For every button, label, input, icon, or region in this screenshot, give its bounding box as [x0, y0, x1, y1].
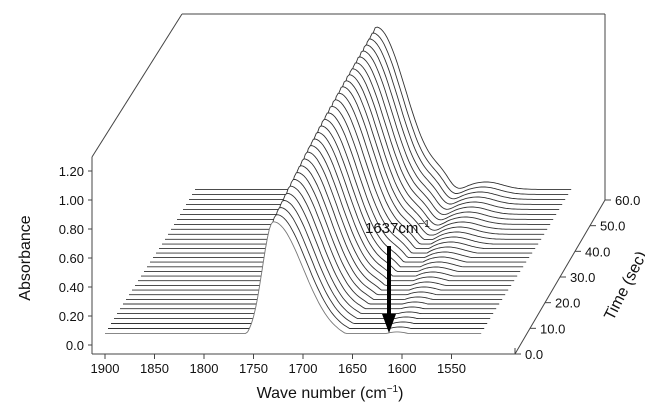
spectrum-trace [144, 131, 521, 272]
y-axis-title: Absorbance [17, 215, 34, 300]
spectrum-trace [138, 145, 515, 282]
peak-annotation: 1637cm−1 [365, 219, 430, 333]
absorbance-ticks: 0.0 0.20 0.40 0.60 0.80 1.00 1.20 [59, 164, 92, 353]
x-axis-title-superscript: −1 [387, 384, 399, 395]
x-tick-label: 1750 [239, 361, 268, 376]
x-tick-label: 1850 [140, 361, 169, 376]
spectrum-trace [183, 50, 560, 210]
spectrum-trace [192, 32, 569, 195]
trace-fill [105, 221, 482, 349]
spectrum-trace [174, 68, 551, 226]
x-tick-label: 1600 [388, 361, 417, 376]
spectra-traces [105, 26, 572, 349]
annotation-label-superscript: −1 [418, 219, 430, 230]
annotation-label-main: 1637cm [365, 220, 418, 237]
spectrum-trace [162, 92, 539, 245]
time-tick-label: 40.0 [585, 244, 610, 259]
time-tick-label: 60.0 [615, 193, 640, 208]
x-tick-label: 1550 [437, 361, 466, 376]
spectrum-trace [177, 62, 554, 221]
frame-left-diagonal [91, 13, 183, 158]
spectrum-trace [156, 105, 533, 254]
spectrum-trace [153, 112, 530, 259]
y-tick-label: 0.0 [66, 338, 84, 353]
y-tick-label: 1.20 [59, 164, 84, 179]
spectrum-trace [117, 192, 494, 315]
spectrum-trace [195, 26, 572, 190]
y-tick-label: 1.00 [59, 193, 84, 208]
x-tick-label: 1900 [91, 361, 120, 376]
y-tick-label: 0.20 [59, 309, 84, 324]
spectrum-trace [189, 38, 566, 200]
spectrum-trace [105, 221, 482, 334]
spectrum-trace [114, 199, 491, 320]
spectrum-trace [186, 44, 563, 205]
spectrum-trace [147, 125, 524, 268]
spectrum-trace [141, 138, 518, 277]
spectrum-trace [132, 158, 509, 291]
spectrum-trace [129, 165, 506, 296]
spectrum-trace [150, 118, 527, 263]
spectrum-trace [123, 178, 500, 305]
x-tick-label: 1700 [289, 361, 318, 376]
annotation-arrow-head [382, 314, 396, 333]
spectrum-trace [171, 74, 548, 231]
spectrum-trace [135, 151, 512, 286]
z-axis-title: Time (sec) [601, 249, 645, 324]
time-tick-label: 20.0 [555, 296, 580, 311]
spectrum-trace [159, 99, 536, 250]
time-tick-label: 50.0 [600, 219, 625, 234]
time-tick-label: 0.0 [525, 347, 543, 362]
spectrum-trace [120, 185, 497, 310]
annotation-label: 1637cm−1 [365, 219, 430, 237]
spectrum-trace [126, 172, 503, 300]
spectrum-trace [108, 214, 485, 329]
wavenumber-ticks: 1900 1850 1800 1750 1700 1650 1600 1550 [91, 354, 466, 376]
spectrum-trace [168, 80, 545, 236]
x-axis-title-main: Wave number (cm [257, 385, 387, 402]
y-tick-label: 0.40 [59, 280, 84, 295]
spectrum-trace [180, 56, 557, 216]
x-axis-title-suffix: ) [398, 385, 403, 402]
time-tick-label: 30.0 [570, 270, 595, 285]
spectrum-trace [165, 86, 542, 241]
y-tick-label: 0.80 [59, 222, 84, 237]
spectrum-trace [111, 207, 488, 324]
x-axis-title: Wave number (cm−1) [257, 384, 404, 402]
x-tick-label: 1650 [338, 361, 367, 376]
time-ticks: 0.0 10.0 20.0 30.0 40.0 50.0 60.0 [515, 193, 640, 362]
time-tick-label: 10.0 [540, 321, 565, 336]
x-tick-label: 1800 [190, 361, 219, 376]
y-tick-label: 0.60 [59, 251, 84, 266]
